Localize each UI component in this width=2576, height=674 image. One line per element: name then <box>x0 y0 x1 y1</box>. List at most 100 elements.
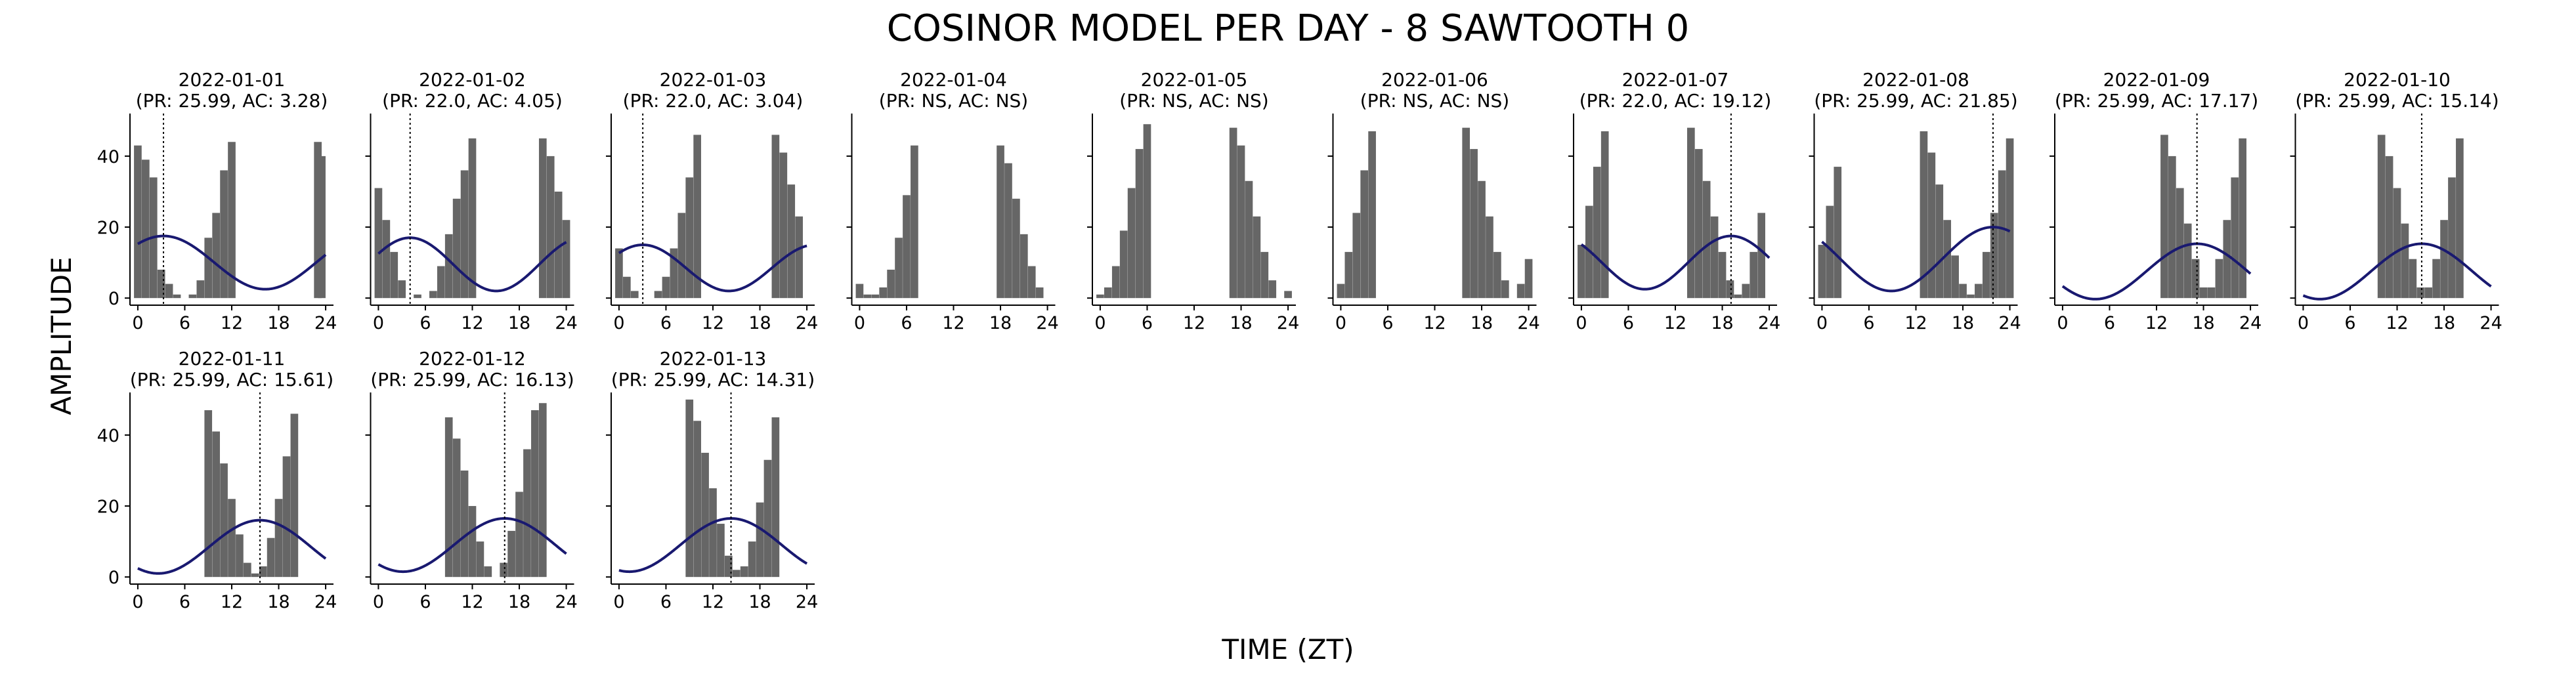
histogram-bar <box>2393 188 2401 299</box>
x-tick-label: 18 <box>2192 313 2214 333</box>
x-tick-label: 12 <box>2145 313 2168 333</box>
histogram-bar <box>2183 223 2192 299</box>
x-tick-label: 12 <box>1423 313 1446 333</box>
histogram-bar <box>398 280 406 299</box>
histogram-bar <box>2432 259 2440 299</box>
panel-subtitle: (PR: 22.0, AC: 4.05) <box>382 90 563 112</box>
x-tick-label: 18 <box>1711 313 1733 333</box>
histogram-bar <box>1486 216 1493 299</box>
histogram-bar <box>1127 188 1136 299</box>
histogram-bar <box>515 492 523 578</box>
histogram-bar <box>1020 234 1028 299</box>
histogram-bar <box>2006 138 2014 299</box>
histogram-bar <box>2239 138 2246 299</box>
histogram-bar <box>468 506 477 578</box>
x-tick-label: 24 <box>555 592 577 612</box>
panel-date: 2022-01-12 <box>419 348 526 369</box>
histogram-bar <box>2440 220 2448 299</box>
histogram-bar <box>1516 284 1525 299</box>
x-tick-label: 0 <box>2057 313 2068 333</box>
panel-subtitle: (PR: 25.99, AC: 21.85) <box>1814 90 2017 112</box>
histogram-bar <box>1104 287 1112 299</box>
x-tick-label: 24 <box>1517 313 1539 333</box>
x-tick-label: 12 <box>1904 313 1927 333</box>
histogram-bar <box>717 524 725 578</box>
x-axis-label: TIME (ZT) <box>1221 633 1354 665</box>
panel-date: 2022-01-08 <box>1862 69 1969 91</box>
histogram-bar <box>1143 124 1151 299</box>
cosinor-curve <box>377 516 567 574</box>
x-tick-label: 24 <box>796 592 818 612</box>
histogram-bar <box>414 294 421 299</box>
histogram-bar <box>444 417 453 578</box>
histogram-bar <box>1501 280 1509 299</box>
histogram-bar <box>1478 180 1486 299</box>
histogram-bar <box>1578 245 1585 299</box>
panel-subtitle: (PR: 25.99, AC: 14.31) <box>611 369 815 390</box>
x-tick-label: 6 <box>419 592 431 612</box>
panel-2022-01-09: 2022-01-09(PR: 25.99, AC: 17.17) 0 6 12 18 24 <box>2050 69 2262 333</box>
x-tick-label: 24 <box>796 313 818 333</box>
histogram-bar <box>531 410 539 578</box>
histogram-bar <box>318 156 326 299</box>
x-tick-label: 12 <box>1183 313 1205 333</box>
x-tick-label: 0 <box>613 592 624 612</box>
histogram-bar <box>251 573 259 578</box>
x-tick-label: 12 <box>461 313 483 333</box>
histogram-bar <box>1352 213 1361 299</box>
histogram-bar <box>787 184 796 299</box>
histogram-bar <box>740 566 748 578</box>
histogram-bar <box>887 269 895 299</box>
histogram-bar <box>2401 223 2409 299</box>
panel-2022-01-06: 2022-01-06(PR: NS, AC: NS) 0 6 12 18 24 <box>1327 69 1540 333</box>
histogram-bar <box>134 145 142 299</box>
cosinor-curve <box>618 516 808 574</box>
x-tick-label: 6 <box>1142 313 1153 333</box>
x-tick-label: 18 <box>989 313 1012 333</box>
panel-2022-01-11: 2022-01-11(PR: 25.99, AC: 15.61) 0 6 12 18 24… <box>97 348 337 612</box>
panel-subtitle: (PR: 22.0, AC: 19.12) <box>1579 90 1772 112</box>
panel-date: 2022-01-11 <box>179 348 286 369</box>
histogram-bar <box>903 195 911 299</box>
histogram-bar <box>732 570 741 578</box>
histogram-bar <box>2231 177 2239 299</box>
histogram-bar <box>2207 287 2216 299</box>
histogram-bar <box>212 431 220 578</box>
panel-date: 2022-01-05 <box>1141 69 1248 91</box>
histogram-bar <box>1826 205 1834 299</box>
x-tick-label: 6 <box>2104 313 2115 333</box>
histogram-bar <box>1012 198 1020 299</box>
histogram-bar <box>1943 220 1952 299</box>
histogram-bar <box>1245 180 1253 299</box>
histogram-bar <box>1927 152 1936 299</box>
x-tick-label: 6 <box>1623 313 1634 333</box>
panel-date: 2022-01-04 <box>900 69 1007 91</box>
panel-date: 2022-01-09 <box>2103 69 2210 91</box>
histogram-bar <box>2409 259 2417 299</box>
x-tick-label: 24 <box>2479 313 2502 333</box>
x-tick-label: 0 <box>1816 313 1828 333</box>
histogram-bar <box>2191 259 2200 299</box>
histogram-bar <box>1967 294 1975 299</box>
x-tick-label: 24 <box>555 313 577 333</box>
y-axis-label: AMPLITUDE <box>45 257 77 415</box>
cosinor-curve <box>137 234 327 291</box>
x-tick-label: 24 <box>314 313 337 333</box>
histogram-bar <box>1493 251 1501 299</box>
histogram-bar <box>863 294 872 299</box>
panel-subtitle: (PR: 25.99, AC: 16.13) <box>370 369 574 390</box>
x-tick-label: 6 <box>660 313 672 333</box>
histogram-bar <box>1959 284 1967 299</box>
panel-subtitle: (PR: 22.0, AC: 3.04) <box>623 90 804 112</box>
x-tick-label: 6 <box>179 313 190 333</box>
histogram-bar <box>662 276 670 299</box>
x-tick-label: 0 <box>2298 313 2309 333</box>
histogram-bar <box>562 220 570 299</box>
histogram-bar <box>484 566 492 578</box>
histogram-bar <box>1268 280 1277 299</box>
histogram-bar <box>2448 177 2456 299</box>
histogram-bar <box>1757 213 1765 299</box>
histogram-bar <box>196 280 205 299</box>
x-tick-label: 12 <box>221 592 243 612</box>
x-tick-label: 0 <box>132 592 143 612</box>
